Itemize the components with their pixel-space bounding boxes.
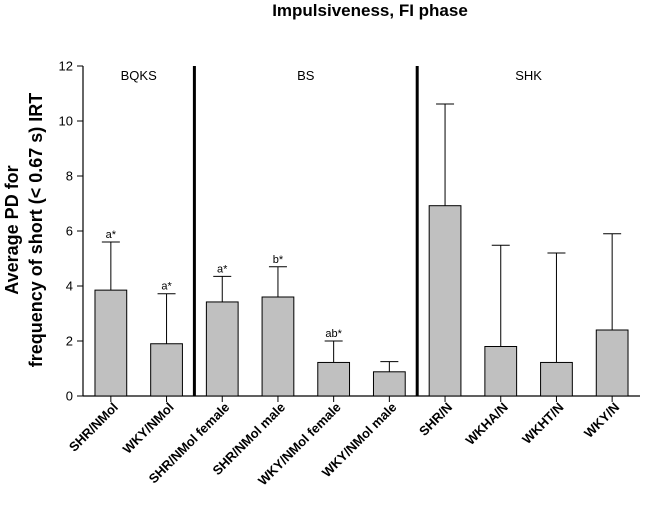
bar	[317, 361, 351, 397]
bar	[428, 205, 462, 397]
bar	[372, 371, 406, 397]
plot-area: 024681012a*SHR/NMola*WKY/NMola*SHR/NMol …	[59, 59, 640, 488]
bar	[595, 329, 629, 397]
bar	[150, 343, 183, 397]
x-tick-label: SHR/N	[416, 400, 455, 439]
y-axis-label: Average PD for frequency of short (< 0.6…	[2, 93, 46, 368]
y-tick-label: 12	[59, 59, 73, 74]
y-tick-label: 2	[66, 334, 73, 349]
x-tick-label: WKHT/N	[519, 400, 566, 447]
bar	[261, 296, 295, 397]
bar	[94, 289, 128, 397]
y-tick-label: 4	[66, 279, 73, 294]
y-tick-label: 8	[66, 169, 73, 184]
y-tick-label: 0	[66, 389, 73, 404]
significance-label: b*	[273, 254, 284, 266]
group-label: BQKS	[121, 68, 157, 83]
y-tick-label: 10	[59, 114, 73, 129]
bar	[484, 346, 518, 397]
y-axis-label-line-2: frequency of short (< 0.67 s) IRT	[26, 93, 46, 368]
significance-label: a*	[106, 229, 117, 241]
bar	[205, 301, 239, 397]
x-tick-label: SHR/NMol	[66, 400, 121, 455]
x-tick-label: WKY/NMol	[120, 400, 177, 457]
y-axis-label-line-1: Average PD for	[2, 165, 22, 294]
bar	[540, 361, 573, 397]
significance-label: a*	[217, 263, 228, 275]
x-tick-label: WKY/N	[581, 400, 622, 441]
group-label: BS	[297, 68, 315, 83]
group-label: SHK	[515, 68, 542, 83]
chart-title: Impulsiveness, FI phase	[272, 1, 468, 20]
significance-label: a*	[161, 281, 172, 293]
significance-label: ab*	[325, 328, 342, 340]
x-tick-label: WKHA/N	[462, 400, 510, 448]
y-tick-label: 6	[66, 224, 73, 239]
